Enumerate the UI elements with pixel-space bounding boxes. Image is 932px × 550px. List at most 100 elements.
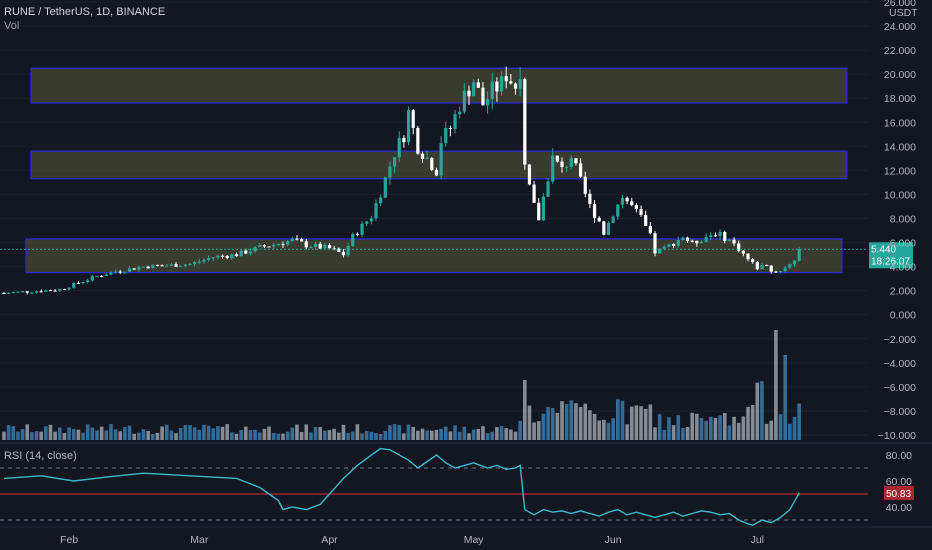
- volume-bar: [778, 414, 783, 440]
- volume-bar: [271, 432, 276, 440]
- price-zones: [25, 67, 848, 274]
- candle-body: [234, 254, 239, 257]
- price-axis-tick: 4.000: [890, 262, 916, 274]
- candle-body: [62, 289, 67, 291]
- price-zone[interactable]: [30, 150, 848, 180]
- volume-bar: [360, 433, 364, 440]
- candle-body: [778, 271, 783, 273]
- candle-body: [430, 157, 434, 171]
- candle-body: [179, 266, 183, 268]
- candle-body: [569, 158, 573, 167]
- price-axis-tick: −6.000: [884, 382, 917, 394]
- candle-body: [160, 265, 164, 267]
- candle-body: [495, 81, 499, 92]
- candle-body: [546, 181, 550, 197]
- symbol-title[interactable]: RUNE / TetherUS, 1D, BINANCE: [4, 6, 165, 18]
- volume-bar: [281, 433, 285, 440]
- candle-body: [146, 266, 150, 269]
- volume-bar: [225, 424, 229, 440]
- volume-bar: [337, 432, 341, 440]
- rsi-axis[interactable]: 80.00 60.00 40.00: [886, 450, 912, 514]
- volume-bar: [611, 418, 615, 440]
- price-axis-tick: 2.000: [890, 286, 916, 298]
- candle-body: [499, 76, 504, 92]
- volume-bar: [30, 432, 34, 440]
- candle-body: [258, 244, 262, 247]
- candle-body: [207, 258, 211, 260]
- volume-bar: [25, 424, 30, 440]
- candle-body: [667, 244, 671, 247]
- volume-bar: [378, 433, 383, 440]
- volume-bar: [141, 429, 146, 440]
- volume-bar: [304, 424, 309, 440]
- volume-bar: [746, 406, 750, 440]
- volume-bar: [588, 410, 592, 440]
- volume-bar: [62, 433, 67, 440]
- candle-body: [751, 259, 755, 263]
- candle-body: [565, 166, 569, 168]
- volume-bar: [132, 433, 136, 440]
- price-zone[interactable]: [25, 238, 843, 274]
- price-axis[interactable]: 26.000 24.000 22.000 20.000 18.000 16.000 14.0…: [878, 0, 916, 442]
- volume-bar: [160, 426, 164, 440]
- candle-body: [151, 264, 155, 269]
- volume-bar: [485, 433, 490, 440]
- volume-bar: [467, 433, 471, 440]
- volume-bar: [290, 427, 295, 440]
- volume-bar: [113, 429, 118, 440]
- last-price-badge: [869, 242, 913, 269]
- volume-bar: [104, 430, 109, 440]
- volume-bar: [439, 428, 443, 440]
- volume-bar: [416, 430, 420, 440]
- candle-body: [788, 264, 792, 268]
- volume-bar: [137, 432, 141, 440]
- volume-bar: [341, 424, 346, 440]
- volume-bar: [518, 420, 522, 440]
- candle-body: [662, 246, 666, 249]
- volume-bar: [699, 417, 704, 440]
- volume-bar: [169, 430, 174, 440]
- volume-bar: [118, 431, 123, 440]
- candle-body: [462, 90, 466, 112]
- candle-body: [611, 216, 615, 223]
- volume-bar: [764, 423, 769, 440]
- time-axis-tick: Jun: [605, 534, 622, 546]
- candle-body: [295, 238, 299, 240]
- volume-legend-label: Vol: [4, 20, 19, 32]
- volume-bar: [220, 426, 225, 440]
- time-axis[interactable]: Feb Mar Apr May Jun Jul: [60, 534, 764, 546]
- candle-body: [183, 264, 187, 267]
- volume-bar: [392, 424, 397, 440]
- rsi-label[interactable]: RSI (14, close): [4, 450, 77, 462]
- volume-bar: [248, 430, 253, 440]
- volume-bar: [625, 424, 629, 440]
- volume-bar: [769, 420, 774, 440]
- candle-body: [713, 235, 718, 237]
- volume-bar: [569, 400, 574, 440]
- volume-bar: [99, 426, 104, 440]
- volume-bar: [643, 408, 648, 440]
- rsi-current-value: 50.83: [886, 489, 911, 500]
- candle-body: [490, 81, 494, 100]
- candle-body: [7, 292, 11, 294]
- volume-bar: [406, 424, 411, 440]
- candle-body: [90, 276, 94, 281]
- candle-body: [583, 176, 587, 194]
- volume-bar: [532, 422, 536, 440]
- price-zone[interactable]: [30, 67, 848, 104]
- volume-bar: [206, 425, 211, 440]
- volume-bar: [760, 381, 764, 440]
- volume-bar: [476, 429, 481, 440]
- volume-bar: [792, 417, 797, 440]
- volume-bar: [797, 403, 801, 440]
- candle-body: [541, 196, 545, 221]
- candle-body: [351, 233, 355, 246]
- volume-bar: [309, 432, 313, 440]
- candle-body: [383, 177, 387, 198]
- candle-body: [402, 137, 406, 143]
- candle-body: [527, 164, 532, 185]
- candle-body: [597, 217, 601, 222]
- candle-body: [769, 265, 773, 272]
- volume-bar: [276, 433, 281, 440]
